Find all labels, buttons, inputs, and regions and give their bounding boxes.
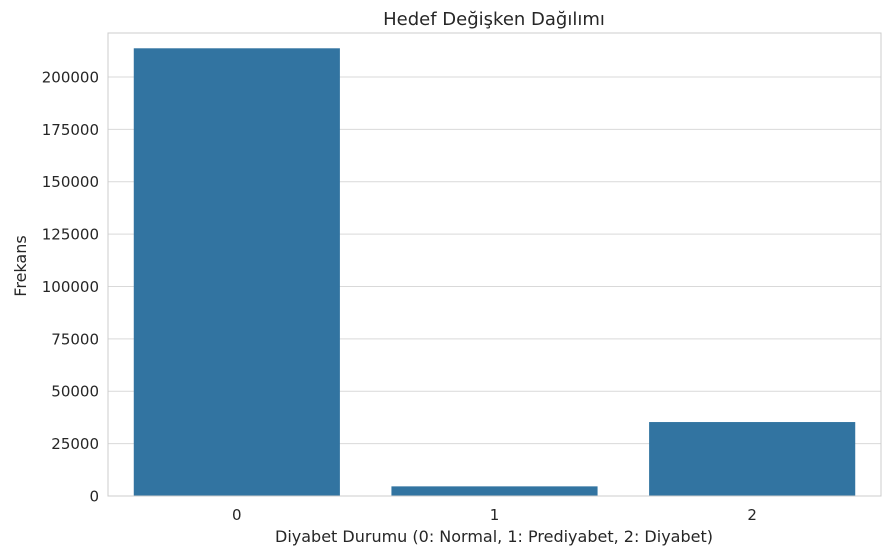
y-tick-label: 175000 <box>42 121 99 139</box>
y-tick-label: 75000 <box>51 330 99 348</box>
y-tick-label: 25000 <box>51 435 99 453</box>
y-tick-label: 200000 <box>42 68 99 86</box>
x-axis-label: Diyabet Durumu (0: Normal, 1: Prediyabet… <box>275 527 713 546</box>
chart-title: Hedef Değişken Dağılımı <box>383 9 605 30</box>
bars <box>133 48 856 496</box>
y-tick-label: 0 <box>89 488 99 506</box>
y-axis-label: Frekans <box>11 235 30 296</box>
x-tick-label: 2 <box>747 506 757 524</box>
y-tick-label: 125000 <box>42 226 99 244</box>
bar-0 <box>133 48 340 496</box>
y-tick-labels: 0 25000 50000 75000 100000 125000 150000 175000… <box>42 68 99 505</box>
axes-border <box>107 32 882 497</box>
bar-1 <box>391 486 598 496</box>
axes-frame <box>107 32 882 497</box>
x-tick-labels: 0 1 2 <box>232 506 757 524</box>
bar-2 <box>649 422 856 496</box>
x-tick-label: 0 <box>232 506 242 524</box>
y-tick-label: 150000 <box>42 173 99 191</box>
x-tick-label: 1 <box>490 506 500 524</box>
y-tick-label: 50000 <box>51 383 99 401</box>
y-tick-label: 100000 <box>42 278 99 296</box>
